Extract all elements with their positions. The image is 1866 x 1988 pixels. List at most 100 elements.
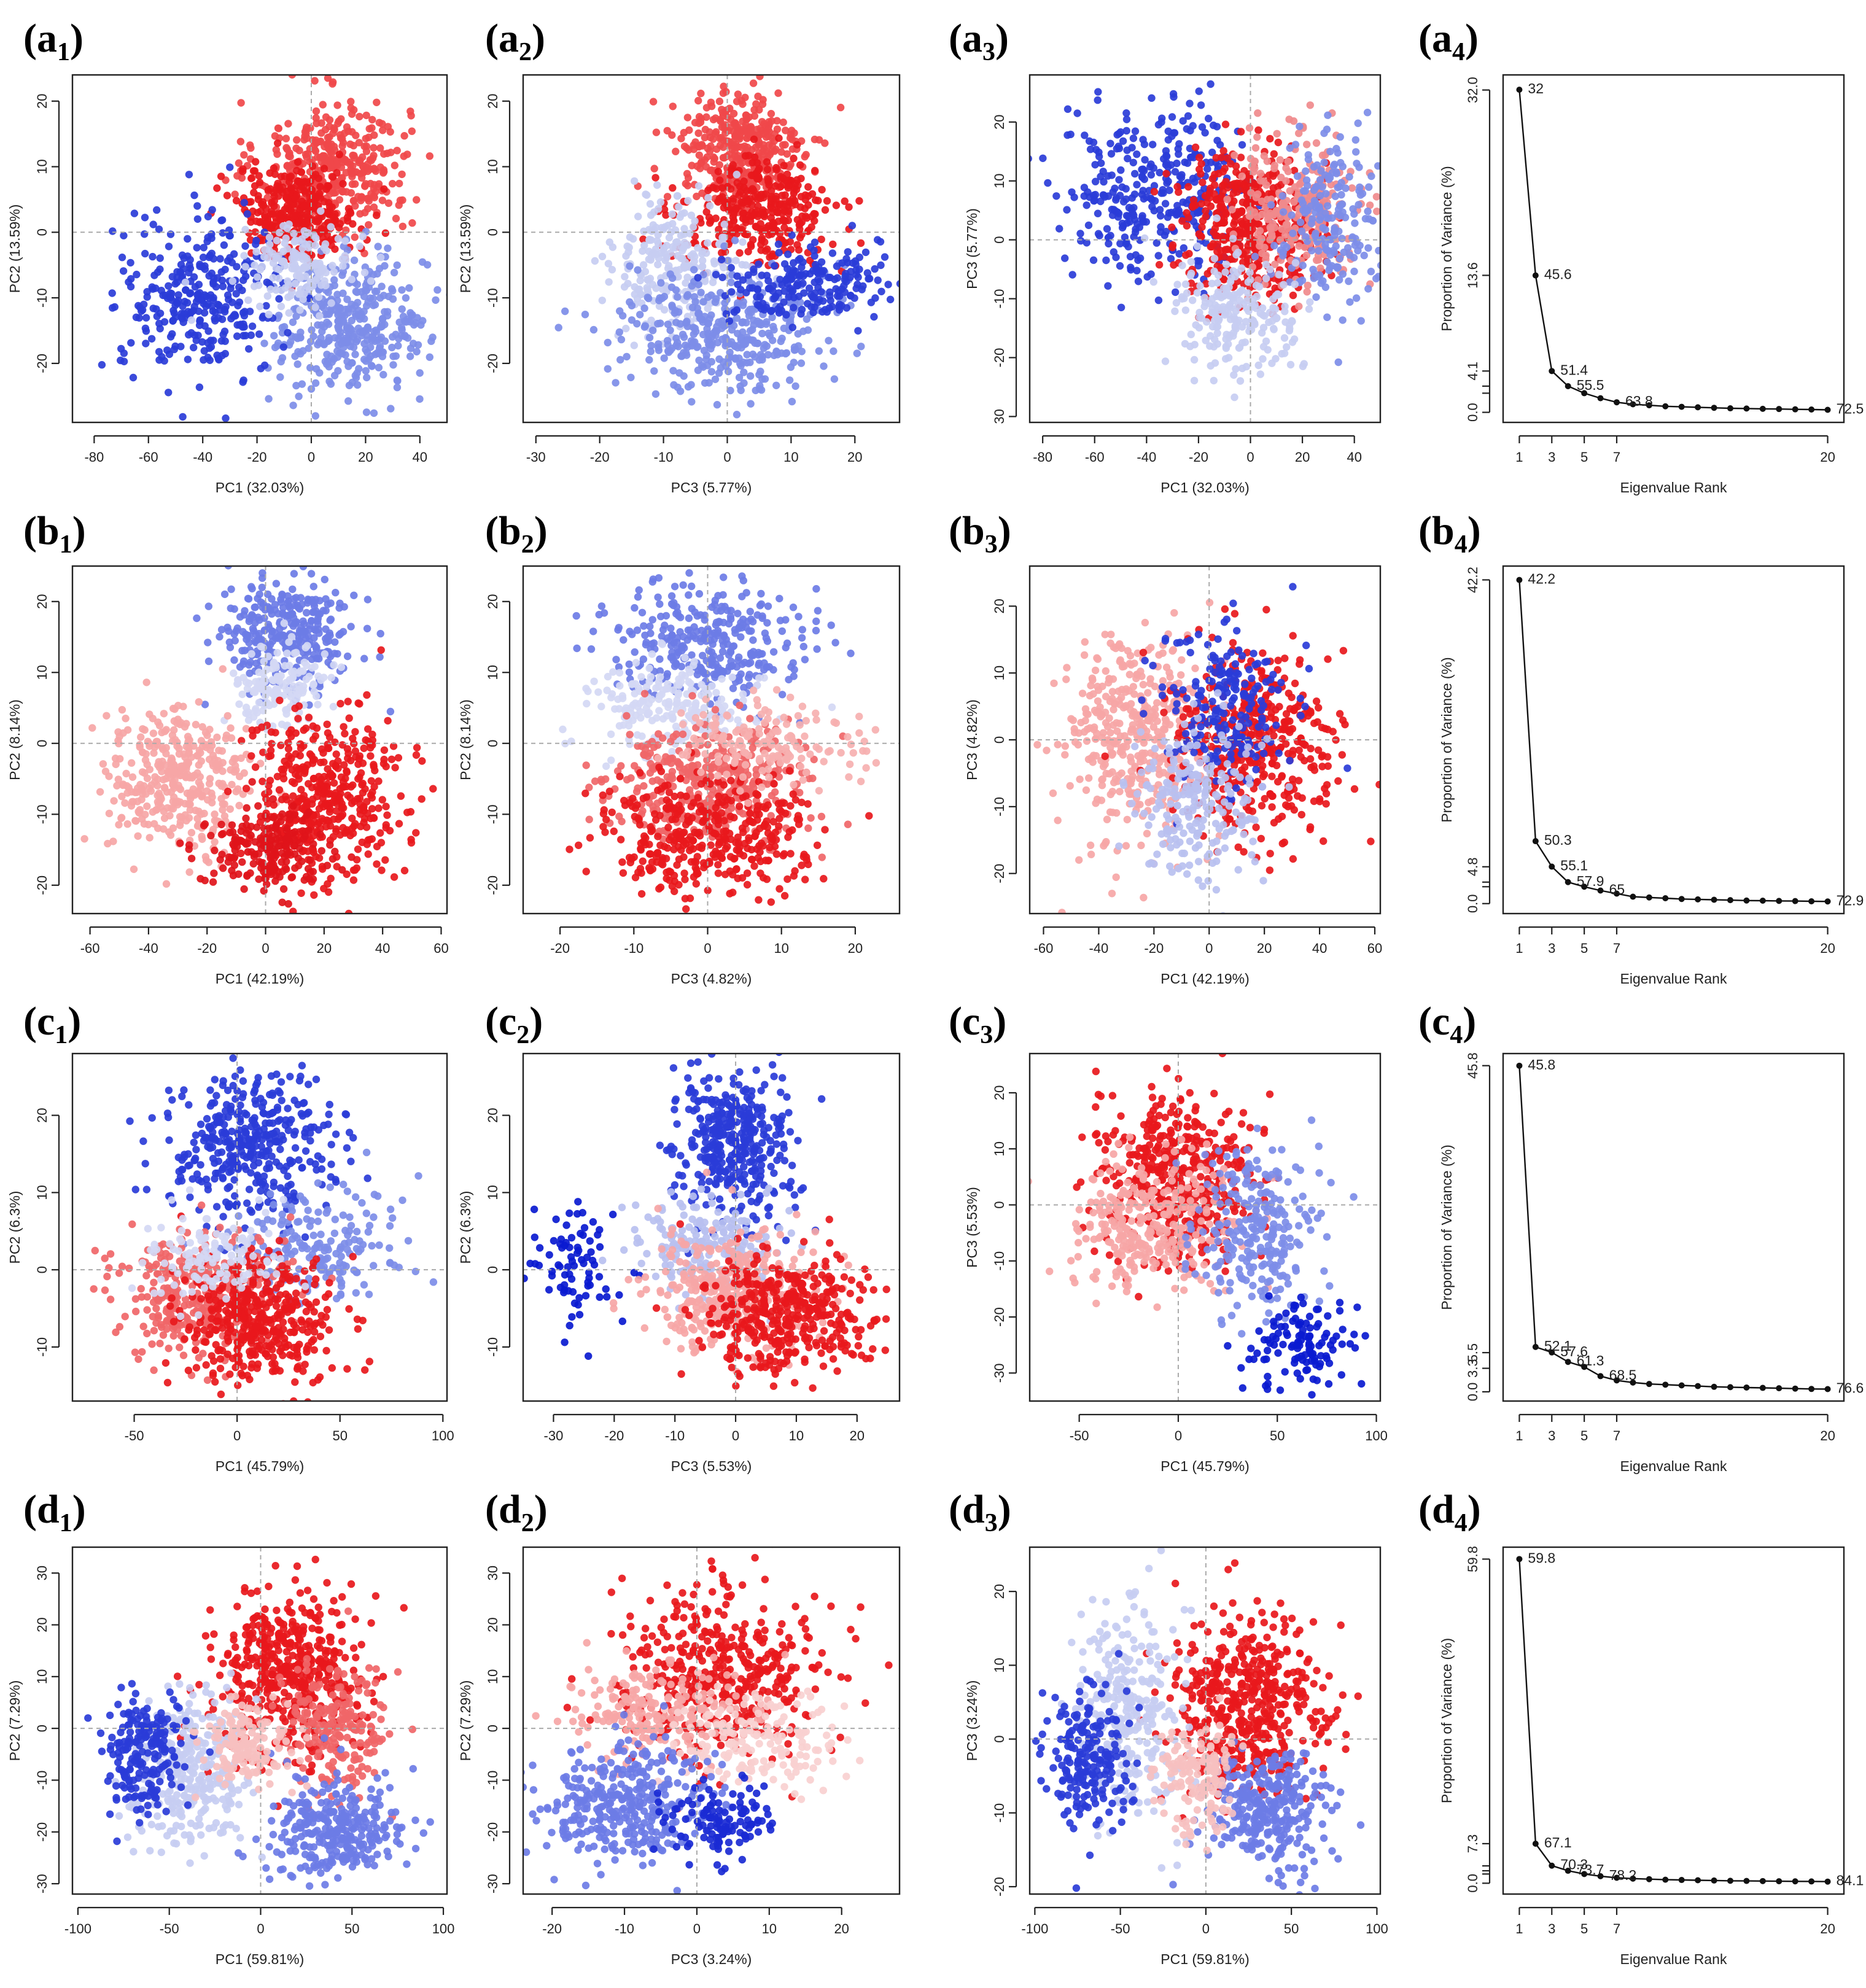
point [667, 283, 676, 291]
point [776, 303, 784, 311]
point [669, 184, 677, 192]
point [1278, 192, 1287, 200]
point [797, 359, 806, 367]
point [1243, 246, 1251, 255]
point [311, 171, 320, 179]
point [109, 227, 117, 235]
point [896, 279, 900, 288]
point [1351, 219, 1359, 227]
point [811, 166, 819, 175]
plot-frame [1502, 74, 1845, 424]
point [1246, 173, 1254, 182]
point [1302, 207, 1310, 215]
point [1126, 252, 1135, 261]
point [790, 303, 798, 312]
point [1168, 113, 1176, 121]
point [150, 271, 158, 279]
point [251, 182, 259, 190]
point [368, 115, 376, 124]
point [196, 260, 204, 268]
point [710, 257, 718, 265]
point [270, 332, 278, 340]
point [720, 242, 728, 250]
point [857, 239, 865, 247]
point [384, 123, 392, 131]
point [347, 98, 355, 106]
point [417, 321, 425, 329]
point [371, 287, 379, 295]
point [704, 305, 712, 313]
point [1316, 206, 1324, 214]
point [829, 240, 837, 249]
point [1210, 254, 1219, 263]
point [1315, 247, 1323, 255]
point [375, 265, 384, 273]
point [265, 233, 274, 241]
point [281, 172, 289, 181]
point [1290, 166, 1299, 174]
point [218, 315, 227, 324]
point [236, 663, 244, 671]
point [690, 141, 698, 149]
point [1188, 270, 1195, 278]
point [1090, 196, 1099, 204]
point [1350, 210, 1358, 218]
point [232, 290, 240, 298]
point [339, 180, 347, 188]
x-tick-label: -20 [1189, 449, 1208, 465]
point [1108, 171, 1116, 179]
point [654, 205, 663, 213]
x-tick-label: -20 [590, 449, 610, 465]
point [355, 311, 363, 320]
point [1337, 158, 1345, 167]
point [709, 278, 717, 287]
point [206, 291, 215, 299]
point [317, 334, 325, 342]
point [1122, 195, 1130, 203]
point [1283, 343, 1291, 351]
point [1319, 223, 1327, 232]
point [743, 359, 751, 367]
point [1208, 322, 1217, 331]
point [650, 165, 658, 173]
point [251, 167, 259, 175]
point [427, 337, 435, 345]
point [1331, 231, 1339, 239]
point [1197, 160, 1205, 168]
point [1331, 160, 1339, 168]
point [171, 313, 180, 321]
point [1306, 101, 1314, 109]
scatter-points [80, 566, 437, 914]
point [1213, 292, 1221, 300]
point [325, 378, 333, 386]
point [784, 182, 793, 190]
point [433, 286, 441, 294]
point [815, 278, 824, 285]
point [1230, 371, 1238, 379]
point [848, 222, 857, 230]
point [855, 197, 863, 205]
point [650, 367, 658, 375]
x-tick-label: -40 [1137, 449, 1156, 465]
point [732, 257, 740, 265]
point [1221, 268, 1229, 276]
point [222, 414, 230, 422]
point [1150, 206, 1158, 215]
point [1350, 254, 1358, 262]
point [1275, 271, 1283, 279]
point [249, 624, 257, 632]
point [320, 165, 328, 173]
point [636, 285, 643, 293]
point [224, 291, 232, 299]
point [1338, 235, 1346, 243]
point [683, 169, 691, 178]
point [1221, 290, 1229, 299]
point [362, 134, 370, 142]
point [290, 238, 298, 246]
point [666, 270, 674, 278]
point [1210, 181, 1219, 189]
point [647, 341, 655, 350]
point [828, 303, 836, 311]
point [363, 348, 371, 357]
